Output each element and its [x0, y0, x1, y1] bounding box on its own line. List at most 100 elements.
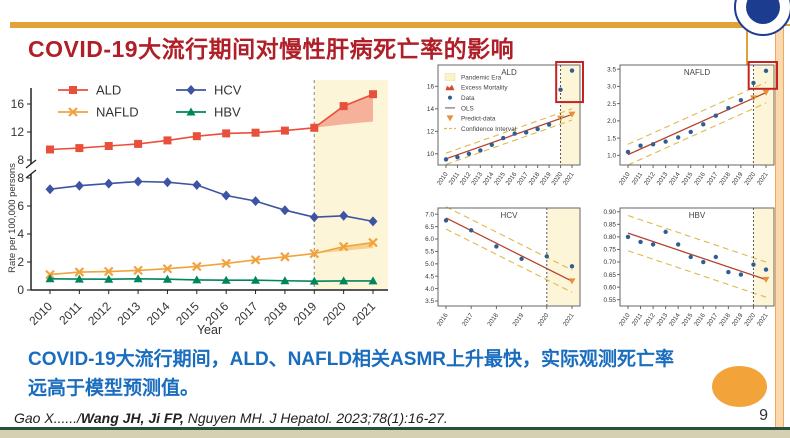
svg-text:2012: 2012 [459, 171, 473, 187]
svg-text:2020: 2020 [550, 171, 564, 187]
svg-text:0: 0 [17, 283, 24, 297]
svg-text:2019: 2019 [731, 312, 745, 328]
svg-text:8: 8 [17, 153, 24, 167]
svg-text:ALD: ALD [501, 68, 517, 77]
svg-text:3.5: 3.5 [607, 66, 616, 73]
svg-text:0.60: 0.60 [604, 284, 617, 291]
svg-text:2017: 2017 [516, 171, 530, 187]
svg-text:Data: Data [461, 95, 475, 102]
svg-text:2014: 2014 [144, 299, 173, 328]
svg-text:2013: 2013 [656, 312, 670, 328]
conclusion-line-2: 远高于模型预测值。 [28, 378, 200, 399]
svg-text:2021: 2021 [756, 171, 770, 187]
svg-text:2015: 2015 [681, 171, 695, 187]
svg-text:2013: 2013 [656, 171, 670, 187]
svg-text:2.5: 2.5 [607, 101, 616, 108]
svg-text:2016: 2016 [693, 312, 707, 328]
svg-text:2010: 2010 [26, 299, 55, 328]
svg-text:3.0: 3.0 [607, 84, 616, 91]
svg-text:2011: 2011 [56, 299, 84, 327]
citation-pre: Gao X....../ [14, 410, 81, 426]
main-chart: 8 12 16 0 2 4 6 8 2010 2011 2012 2013 2014 2015 2016 20… [6, 68, 416, 348]
svg-text:7.0: 7.0 [425, 211, 434, 218]
hbv-panel: HBV 0.90 0.85 0.80 0.75 0.70 0.65 0.60 0.55 2010 2… [594, 204, 778, 332]
citation: Gao X....../Wang JH, Ji FP, Nguyen MH. J… [14, 410, 448, 426]
svg-text:2010: 2010 [618, 171, 632, 187]
conclusion-text: COVID-19大流行期间，ALD、NAFLD相关ASMR上升最快，实际观测死亡… [28, 345, 758, 403]
svg-text:0.80: 0.80 [604, 234, 617, 241]
svg-text:0.65: 0.65 [604, 272, 617, 279]
svg-text:2017: 2017 [706, 312, 720, 328]
svg-text:2013: 2013 [470, 171, 484, 187]
ald-panel: ALD 10 12 14 16 2010 2011 2012 2013 2014 2015 2016 2… [412, 61, 584, 193]
citation-post: Nguyen MH. J Hepatol. 2023;78(1):16-27. [183, 410, 448, 426]
panel-ald-svg: ALD1012141620102011201220132014201520162… [427, 61, 584, 187]
conclusion-line-1: COVID-19大流行期间，ALD、NAFLD相关ASMR上升最快，实际观测死亡… [28, 349, 675, 370]
svg-text:0.90: 0.90 [604, 209, 617, 216]
svg-text:16: 16 [427, 84, 435, 91]
svg-text:HCV: HCV [214, 83, 242, 98]
svg-text:3.5: 3.5 [425, 298, 434, 305]
svg-text:2021: 2021 [756, 312, 770, 328]
svg-text:2.0: 2.0 [607, 118, 616, 125]
svg-text:2012: 2012 [643, 312, 657, 328]
svg-text:HCV: HCV [501, 211, 519, 220]
nafld-panel: NAFLD 1.0 1.5 2.0 2.5 3.0 3.5 2010 2011 2012 2013 2… [594, 61, 778, 193]
svg-text:NAFLD: NAFLD [684, 68, 710, 77]
svg-text:2014: 2014 [482, 171, 496, 187]
svg-text:2020: 2020 [743, 171, 757, 187]
svg-text:Confidence Interval: Confidence Interval [461, 126, 516, 133]
svg-text:0.55: 0.55 [604, 297, 617, 304]
svg-text:2013: 2013 [114, 299, 143, 328]
citation-authors: Wang JH, Ji FP, [80, 410, 184, 426]
svg-text:Year: Year [197, 323, 222, 337]
orange-ellipse-decoration [712, 366, 767, 407]
footer-line [0, 427, 790, 430]
svg-text:2019: 2019 [539, 171, 553, 187]
header-divider [10, 22, 747, 28]
svg-text:2021: 2021 [562, 171, 576, 187]
svg-text:2016: 2016 [436, 312, 450, 328]
svg-text:2016: 2016 [505, 171, 519, 187]
svg-text:6: 6 [17, 199, 24, 213]
svg-text:HBV: HBV [214, 105, 241, 120]
svg-text:Excess Mortality: Excess Mortality [461, 85, 508, 92]
svg-text:0.85: 0.85 [604, 222, 617, 229]
svg-text:16: 16 [11, 97, 25, 111]
svg-text:2020: 2020 [320, 299, 349, 328]
header-vertical-line [746, 22, 748, 66]
svg-text:2012: 2012 [85, 299, 114, 328]
svg-text:14: 14 [427, 106, 435, 113]
right-edge-stripe [775, 22, 784, 428]
svg-text:6.5: 6.5 [425, 224, 434, 231]
hcv-panel: HCV 7.0 6.5 6.0 5.5 5.0 4.5 4.0 3.5 2016 2017 2018 2… [412, 204, 584, 332]
svg-text:10: 10 [427, 151, 435, 158]
svg-text:2010: 2010 [436, 171, 450, 187]
svg-text:2017: 2017 [706, 171, 720, 187]
svg-text:2018: 2018 [718, 312, 732, 328]
svg-text:5.5: 5.5 [425, 249, 434, 256]
svg-text:2018: 2018 [486, 312, 500, 328]
svg-text:2019: 2019 [731, 171, 745, 187]
svg-text:ALD: ALD [96, 83, 121, 98]
svg-text:NAFLD: NAFLD [96, 105, 139, 120]
svg-text:Pandemic Era: Pandemic Era [461, 74, 502, 81]
svg-text:4.5: 4.5 [425, 273, 434, 280]
svg-text:2011: 2011 [631, 312, 645, 328]
svg-text:4: 4 [17, 227, 24, 241]
page-number: 9 [759, 407, 768, 424]
svg-text:2019: 2019 [511, 312, 525, 328]
svg-text:2014: 2014 [668, 171, 682, 187]
svg-text:2020: 2020 [537, 312, 551, 328]
svg-text:8: 8 [17, 171, 24, 185]
svg-text:Rate per 100,000 persons: Rate per 100,000 persons [7, 163, 18, 273]
svg-text:12: 12 [427, 128, 435, 135]
svg-text:6.0: 6.0 [425, 236, 434, 243]
svg-text:4.0: 4.0 [425, 286, 434, 293]
svg-text:2011: 2011 [631, 171, 645, 187]
